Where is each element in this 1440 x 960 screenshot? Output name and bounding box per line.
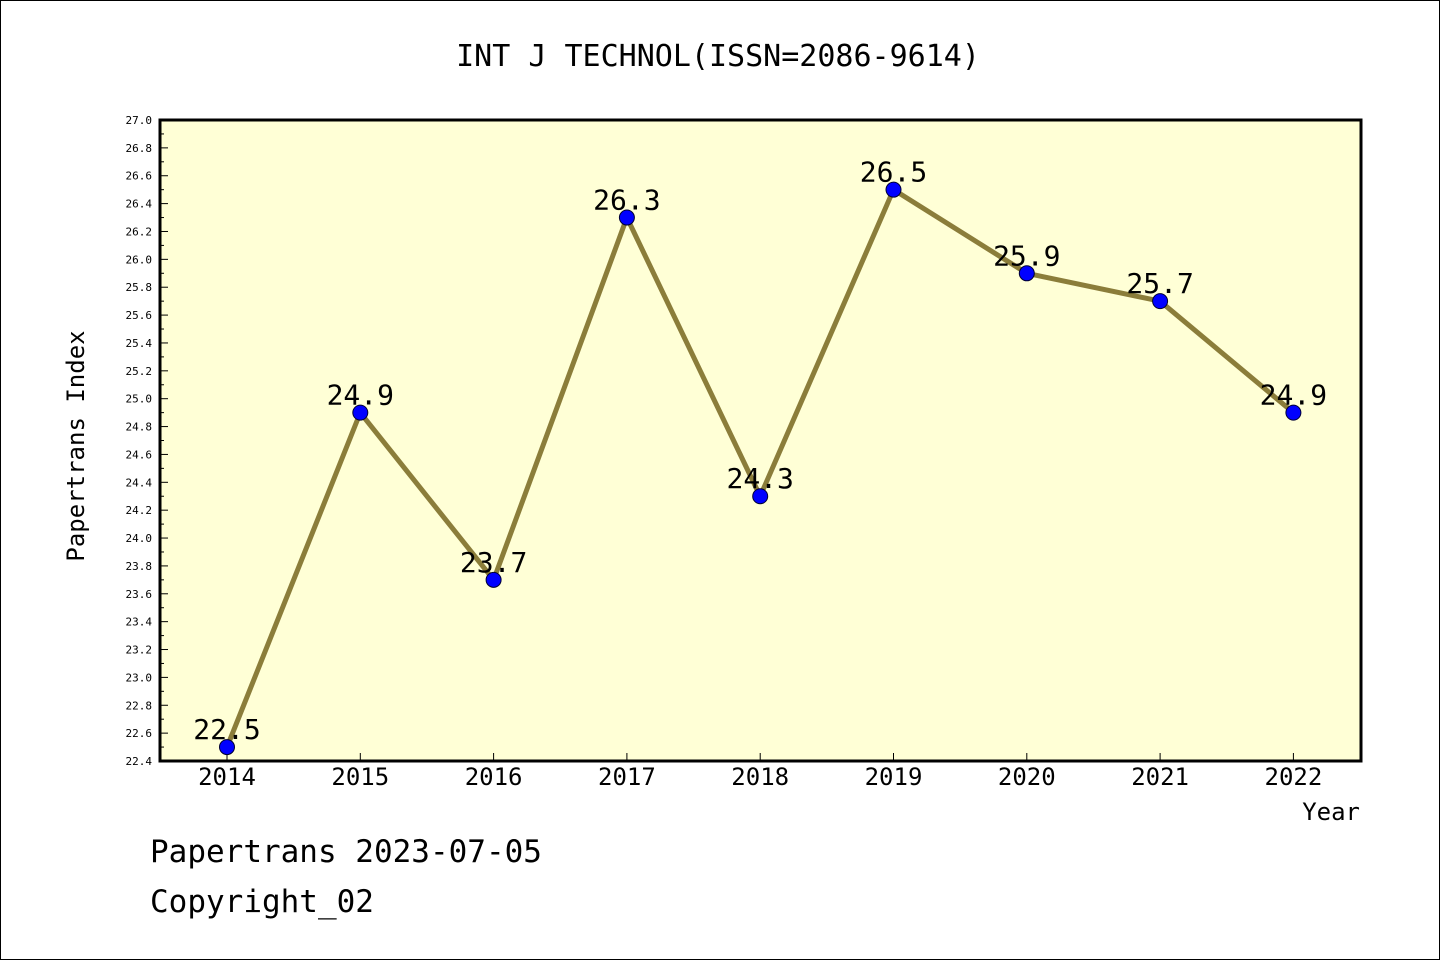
data-points — [219, 181, 1302, 756]
x-tick-label: 2022 — [1265, 763, 1323, 791]
x-tick-label: 2015 — [331, 763, 389, 791]
data-label: 24.9 — [327, 379, 394, 412]
y-tick-label: 23.4 — [126, 616, 153, 629]
data-label: 26.3 — [593, 184, 660, 217]
y-tick-label: 26.2 — [126, 225, 153, 238]
plot-area — [158, 118, 1363, 763]
y-tick-label: 27.0 — [126, 114, 153, 127]
y-tick-label: 25.0 — [126, 393, 153, 406]
chart-title: INT J TECHNOL(ISSN=2086-9614) — [456, 39, 980, 74]
x-axis: 2014 2015 2016 2017 2018 2019 2020 2021 2022 — [198, 753, 1322, 791]
data-point — [752, 488, 769, 505]
data-point — [485, 571, 502, 588]
data-point — [352, 404, 369, 421]
data-label: 25.7 — [1126, 267, 1193, 300]
data-label: 24.3 — [726, 462, 793, 495]
data-label: 23.7 — [460, 546, 527, 579]
x-tick-label: 2018 — [731, 763, 789, 791]
y-tick-label: 23.8 — [126, 560, 153, 573]
data-point — [885, 181, 902, 198]
data-label: 26.5 — [860, 156, 927, 189]
x-tick-label: 2017 — [598, 763, 656, 791]
data-labels: 22.5 24.9 23.7 26.3 24.3 26.5 25.9 25.7 24.9 — [193, 156, 1327, 746]
source-date-text: Papertrans 2023-07-05 — [150, 834, 542, 870]
x-tick-label: 2020 — [998, 763, 1056, 791]
y-tick-label: 23.2 — [126, 644, 153, 657]
x-tick-label: 2016 — [465, 763, 523, 791]
y-tick-label: 26.0 — [126, 253, 153, 266]
y-tick-label: 24.4 — [126, 476, 153, 489]
data-label: 25.9 — [993, 239, 1060, 272]
data-label: 22.5 — [193, 713, 260, 746]
y-tick-label: 25.2 — [126, 365, 153, 378]
x-tick-label: 2021 — [1131, 763, 1189, 791]
x-axis-label: Year — [1302, 798, 1360, 826]
x-tick-label: 2014 — [198, 763, 256, 791]
copyright-text: Copyright_02 — [150, 884, 374, 920]
y-tick-label: 25.8 — [126, 281, 153, 294]
y-tick-label: 24.2 — [126, 504, 153, 517]
data-point — [219, 739, 235, 756]
y-tick-label: 26.8 — [126, 142, 153, 155]
y-tick-label: 24.8 — [126, 421, 153, 434]
y-tick-label: 26.4 — [126, 198, 153, 211]
y-tick-label: 23.0 — [126, 671, 153, 684]
data-point — [1018, 265, 1035, 282]
y-tick-label: 22.4 — [126, 755, 153, 768]
y-tick-label: 22.8 — [126, 699, 153, 712]
x-tick-label: 2019 — [865, 763, 923, 791]
data-label: 24.9 — [1260, 379, 1327, 412]
y-axis-label: Papertrans Index — [62, 330, 90, 561]
data-point — [1285, 404, 1302, 421]
y-tick-label: 24.6 — [126, 448, 153, 461]
y-tick-label: 24.0 — [126, 532, 153, 545]
y-tick-label: 25.4 — [126, 337, 153, 350]
data-point — [618, 209, 635, 226]
y-tick-label: 22.6 — [126, 727, 153, 740]
data-point — [1152, 293, 1169, 310]
y-tick-label: 25.6 — [126, 309, 153, 322]
y-tick-label: 23.6 — [126, 588, 153, 601]
y-tick-label: 26.6 — [126, 170, 153, 183]
y-axis: 22.4 22.6 22.8 23.0 23.2 23.4 23.6 23.8 24.0 24.2… — [126, 114, 168, 768]
